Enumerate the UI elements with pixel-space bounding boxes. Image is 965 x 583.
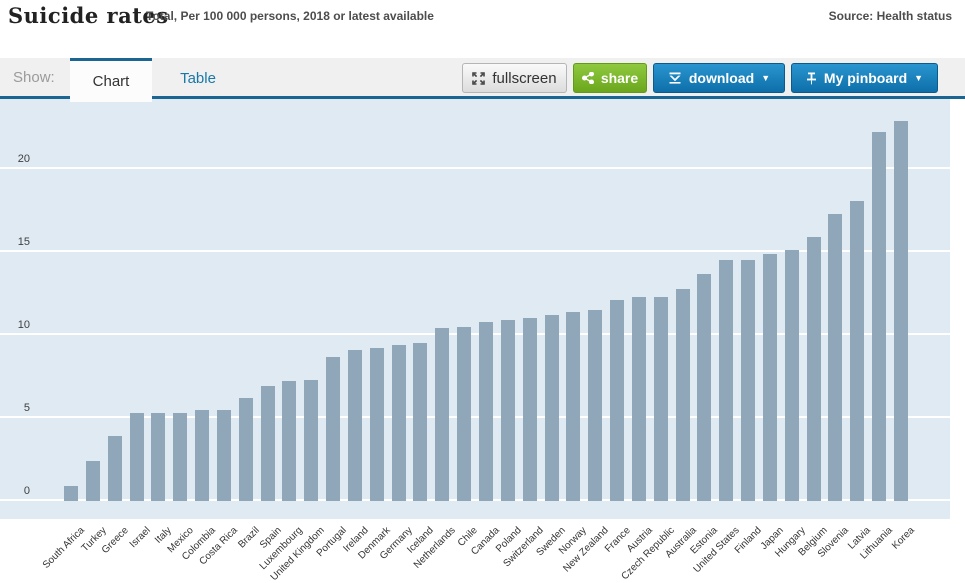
bar-costa-rica[interactable] (216, 409, 231, 501)
download-label: download (688, 70, 755, 86)
bar-iceland[interactable] (413, 343, 428, 501)
fullscreen-label: fullscreen (492, 69, 557, 87)
page-subtitle: Total, Per 100 000 persons, 2018 or late… (146, 9, 434, 23)
bar-japan[interactable] (762, 253, 777, 501)
gridline-y-20 (0, 167, 950, 169)
gridline-y-5 (0, 416, 950, 418)
bar-latvia[interactable] (850, 200, 865, 501)
bar-netherlands[interactable] (435, 328, 450, 501)
toolbar: Show: Chart Table fullscreen share downl… (0, 58, 965, 102)
download-button[interactable]: download ▼ (653, 63, 785, 93)
y-tick-label: 20 (17, 153, 30, 165)
y-tick-label: 5 (23, 402, 30, 414)
bar-mexico[interactable] (173, 413, 188, 501)
bar-ireland[interactable] (347, 349, 362, 501)
bar-france[interactable] (610, 300, 625, 501)
bar-south-africa[interactable] (64, 486, 78, 501)
bar-new-zealand[interactable] (588, 310, 603, 501)
pin-icon (806, 72, 817, 85)
bar-czech-republic[interactable] (653, 296, 668, 501)
bar-norway[interactable] (566, 311, 581, 501)
bar-spain[interactable] (260, 386, 275, 501)
bar-colombia[interactable] (195, 409, 210, 501)
page-title: Suicide rates (8, 3, 169, 28)
x-axis-labels: South Africa Turkey Greece Israel Italy Mexic… (0, 519, 965, 583)
y-tick-label: 10 (17, 319, 30, 331)
bar-brazil[interactable] (238, 398, 253, 501)
fullscreen-button[interactable]: fullscreen (462, 63, 567, 93)
bar-austria[interactable] (631, 296, 646, 501)
bar-chart-plot-area: 0 5 10 15 20 (0, 99, 950, 519)
my-pinboard-label: My pinboard (823, 70, 908, 86)
my-pinboard-button[interactable]: My pinboard ▼ (791, 63, 938, 93)
caret-down-icon: ▼ (761, 72, 771, 83)
bar-estonia[interactable] (697, 273, 712, 501)
header: Suicide rates Total, Per 100 000 persons… (0, 0, 965, 40)
share-icon (581, 72, 594, 84)
bar-poland[interactable] (500, 320, 515, 501)
bar-lithuania[interactable] (872, 132, 887, 501)
bar-greece[interactable] (107, 436, 122, 501)
bar-israel[interactable] (129, 413, 144, 501)
bar-slovenia[interactable] (828, 213, 843, 501)
share-button[interactable]: share (573, 63, 647, 93)
bar-italy[interactable] (151, 413, 166, 501)
bar-united-kingdom[interactable] (304, 379, 319, 501)
gridline-y-15 (0, 250, 950, 252)
bar-korea[interactable] (893, 120, 908, 501)
share-label: share (600, 70, 639, 86)
tab-chart[interactable]: Chart (70, 58, 152, 102)
gridline-y-10 (0, 333, 950, 335)
show-label: Show: (13, 69, 55, 86)
bar-turkey[interactable] (85, 461, 100, 501)
bar-denmark[interactable] (369, 348, 384, 501)
bar-canada[interactable] (478, 321, 493, 501)
bar-switzerland[interactable] (522, 318, 537, 501)
bar-portugal[interactable] (326, 356, 341, 501)
bar-chile[interactable] (457, 326, 472, 501)
bar-sweden[interactable] (544, 315, 559, 501)
gridline-y-0 (0, 499, 950, 501)
caret-down-icon: ▼ (914, 72, 924, 83)
tab-table[interactable]: Table (180, 70, 216, 87)
bar-luxembourg[interactable] (282, 381, 297, 501)
y-tick-label: 15 (17, 236, 30, 248)
bar-united-states[interactable] (719, 260, 734, 501)
download-icon (668, 72, 682, 84)
y-tick-label: 0 (23, 485, 30, 497)
bar-australia[interactable] (675, 288, 690, 501)
bar-belgium[interactable] (806, 237, 821, 501)
source-label[interactable]: Source: Health status (828, 9, 952, 23)
fullscreen-icon (472, 71, 486, 85)
bar-hungary[interactable] (784, 250, 799, 501)
bar-finland[interactable] (741, 260, 756, 501)
bar-germany[interactable] (391, 344, 406, 501)
